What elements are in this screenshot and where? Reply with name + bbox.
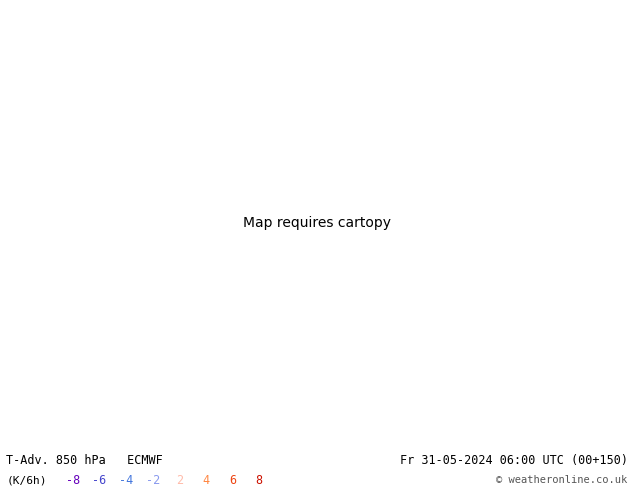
Text: -6: -6 [93, 474, 107, 487]
Text: T-Adv. 850 hPa   ECMWF: T-Adv. 850 hPa ECMWF [6, 454, 163, 467]
Text: Map requires cartopy: Map requires cartopy [243, 216, 391, 230]
Text: (K/6h): (K/6h) [6, 475, 47, 485]
Text: -2: -2 [146, 474, 160, 487]
Text: 6: 6 [229, 474, 236, 487]
Text: -4: -4 [119, 474, 133, 487]
Text: 8: 8 [256, 474, 263, 487]
Text: Fr 31-05-2024 06:00 UTC (00+150): Fr 31-05-2024 06:00 UTC (00+150) [399, 454, 628, 467]
Text: 2: 2 [176, 474, 183, 487]
Text: © weatheronline.co.uk: © weatheronline.co.uk [496, 475, 628, 485]
Text: 4: 4 [202, 474, 210, 487]
Text: -8: -8 [66, 474, 80, 487]
